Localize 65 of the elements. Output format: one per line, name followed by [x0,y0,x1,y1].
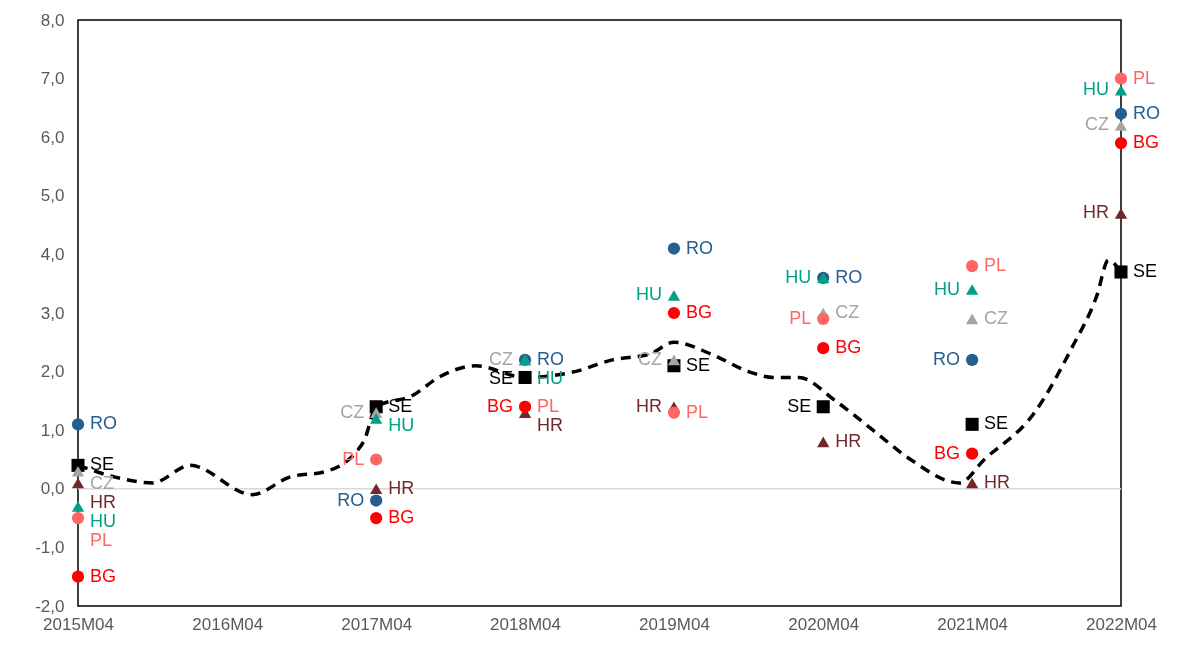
series-label: CZ [90,473,114,494]
text: RO [337,489,365,510]
text: SE [489,367,514,388]
text: CZ [835,302,860,322]
text: BG [835,337,862,358]
text: CZ [984,307,1009,328]
text: RO [90,413,117,434]
text: BG [487,395,514,416]
text: PL [789,307,812,328]
text: HR [1083,202,1109,223]
x-tick-label: 2015M04 [43,614,114,634]
text: BG [685,302,712,322]
text: PL [537,395,560,416]
text: HU [934,278,961,299]
text: HR [635,395,662,416]
text: BG [1133,132,1160,153]
x-tick-label: 2021M04 [937,614,1009,634]
x-tick-label: 2019M04 [639,614,710,634]
text: HU [1083,79,1109,100]
text: BG [90,565,117,586]
y-tick-label: 8,0 [40,10,65,30]
x-tick-label: 2022M04 [1086,614,1157,634]
text: HR [984,471,1011,492]
text: HU [388,414,415,435]
text: SE [787,395,812,416]
series-label: SE [90,454,115,475]
text: RO [835,266,863,287]
text: RO [537,348,565,369]
y-tick-label: 4,0 [40,244,65,264]
text: RO [1133,102,1160,123]
series-label: BG [934,442,961,463]
y-tick-label: -2,0 [35,596,65,616]
series-label: PL [685,401,708,422]
series-label: HR [537,414,564,435]
y-tick-label: -1,0 [35,537,65,557]
text: BG [388,507,415,528]
y-tick-label: 0,0 [40,479,65,499]
text: HR [90,492,116,513]
text: CZ [340,401,365,422]
x-tick-label: 2020M04 [788,614,860,634]
y-tick-label: 7,0 [40,69,65,89]
y-tick-label: 1,0 [40,420,65,440]
y-tick-label: 5,0 [40,186,65,206]
y-tick-label: 3,0 [40,303,65,323]
x-tick-label: 2018M04 [490,614,561,634]
text: PL [984,255,1007,276]
text: HR [835,430,862,451]
text: CZ [637,348,662,369]
text: HR [388,477,415,498]
text: CZ [1085,114,1109,135]
text: SE [984,413,1009,434]
text: PL [90,530,113,551]
text: PL [1133,67,1156,88]
series-label: HU [90,511,116,532]
text: SE [1133,260,1158,281]
series-label: RO [933,348,961,369]
text: SE [685,354,710,375]
x-tick-label: 2016M04 [192,614,264,634]
y-tick-label: 2,0 [40,362,65,382]
x-tick-label: 2017M04 [341,614,413,634]
y-tick-label: 6,0 [40,127,65,147]
text: HU [785,266,812,287]
text: HU [635,284,662,305]
text: CZ [489,348,514,369]
text: RO [685,237,713,258]
